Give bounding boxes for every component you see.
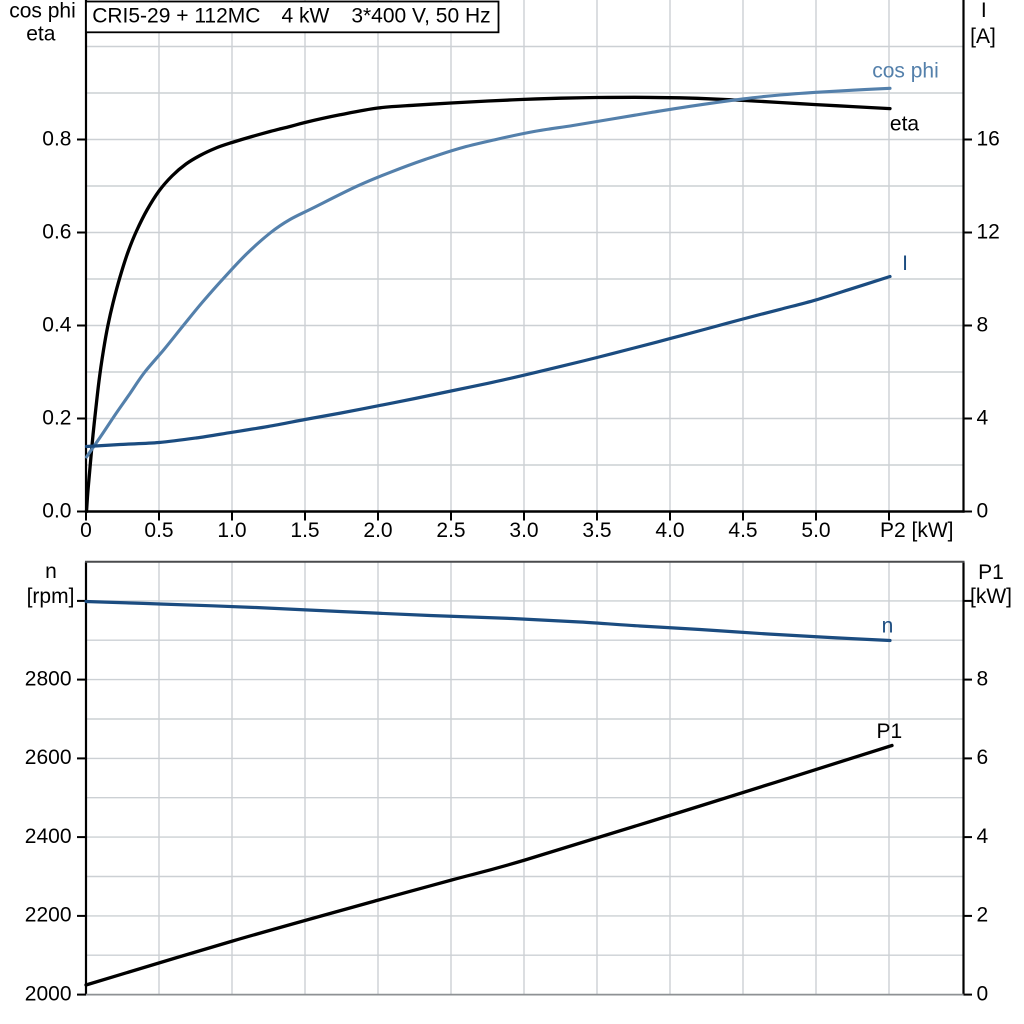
svg-text:5.0: 5.0 xyxy=(801,519,830,542)
svg-text:2600: 2600 xyxy=(25,746,72,769)
svg-text:3.0: 3.0 xyxy=(509,519,538,542)
svg-text:0.0: 0.0 xyxy=(42,499,71,522)
svg-text:1.0: 1.0 xyxy=(217,519,246,542)
svg-text:4.5: 4.5 xyxy=(728,519,757,542)
svg-text:0: 0 xyxy=(977,499,989,522)
svg-text:2800: 2800 xyxy=(25,667,72,690)
svg-text:8: 8 xyxy=(977,667,989,690)
svg-text:P1: P1 xyxy=(978,561,1004,584)
svg-text:I: I xyxy=(902,252,908,275)
svg-text:4: 4 xyxy=(977,406,989,429)
svg-text:2: 2 xyxy=(977,904,989,927)
svg-text:2.5: 2.5 xyxy=(436,519,465,542)
svg-text:0.8: 0.8 xyxy=(42,127,71,150)
svg-text:16: 16 xyxy=(977,127,1000,150)
svg-text:0: 0 xyxy=(977,982,989,1005)
svg-text:eta: eta xyxy=(890,113,920,136)
svg-text:P1: P1 xyxy=(877,720,903,743)
svg-text:0.5: 0.5 xyxy=(144,519,173,542)
svg-text:P2 [kW]: P2 [kW] xyxy=(880,519,954,542)
svg-text:0.2: 0.2 xyxy=(42,406,71,429)
svg-text:12: 12 xyxy=(977,220,1000,243)
svg-text:eta: eta xyxy=(26,23,56,46)
svg-text:[kW]: [kW] xyxy=(970,585,1012,608)
svg-text:3.5: 3.5 xyxy=(582,519,611,542)
svg-text:0.6: 0.6 xyxy=(42,220,71,243)
svg-text:2000: 2000 xyxy=(25,982,72,1005)
svg-text:n: n xyxy=(45,560,57,583)
svg-text:6: 6 xyxy=(977,746,989,769)
svg-text:n: n xyxy=(882,615,894,638)
svg-text:0.4: 0.4 xyxy=(42,313,72,336)
svg-text:I: I xyxy=(981,0,987,22)
svg-text:2200: 2200 xyxy=(25,904,72,927)
svg-text:cos phi: cos phi xyxy=(9,0,76,23)
svg-text:cos phi: cos phi xyxy=(872,60,939,83)
svg-text:4.0: 4.0 xyxy=(655,519,684,542)
svg-text:8: 8 xyxy=(977,313,989,336)
svg-text:2.0: 2.0 xyxy=(363,519,392,542)
svg-text:4: 4 xyxy=(977,825,989,848)
svg-text:[rpm]: [rpm] xyxy=(27,585,75,608)
svg-text:0: 0 xyxy=(80,519,92,542)
svg-text:[A]: [A] xyxy=(970,25,996,48)
svg-text:2400: 2400 xyxy=(25,825,72,848)
svg-text:1.5: 1.5 xyxy=(290,519,319,542)
